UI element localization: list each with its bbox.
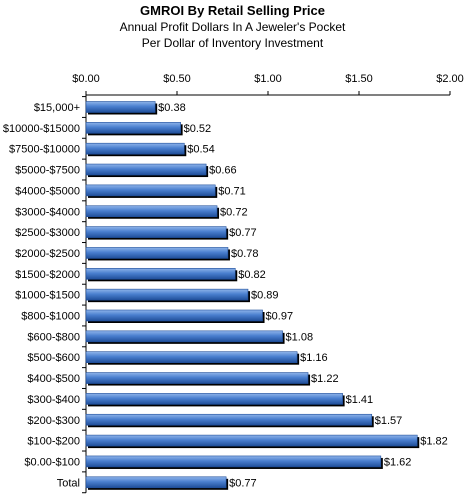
data-label: $1.22 (311, 373, 339, 385)
category-label: $1000-$1500 (15, 290, 80, 302)
bar (85, 393, 343, 405)
category-label: $7500-$10000 (9, 144, 80, 156)
bar (85, 267, 236, 280)
category-label: Total (57, 477, 80, 489)
category-label: $3000-$4000 (15, 206, 80, 218)
bar (85, 247, 229, 259)
data-label: $1.16 (300, 352, 328, 364)
data-label: $1.41 (346, 394, 374, 406)
chart-title-block: GMROI By Retail Selling Price Annual Pro… (0, 2, 465, 51)
bar-series (85, 101, 420, 490)
data-label: $0.97 (266, 311, 294, 323)
data-label: $0.77 (229, 227, 257, 239)
x-axis: $0.00 $0.50 $1.00 $1.50 $2.00 (72, 73, 464, 96)
category-label: $200-$300 (27, 415, 80, 427)
bar (85, 205, 218, 218)
chart-subtitle-line-1: Annual Profit Dollars In A Jeweler's Poc… (119, 20, 346, 34)
category-label: $0.00-$100 (24, 456, 80, 468)
data-label: $1.08 (286, 331, 314, 343)
category-label: $800-$1000 (21, 311, 80, 323)
x-tick-label: $1.00 (254, 73, 282, 85)
data-label: $0.71 (218, 185, 246, 197)
data-label: $0.82 (238, 269, 266, 281)
category-label: $15,000+ (34, 102, 80, 114)
bar (85, 351, 298, 364)
bar (85, 413, 373, 426)
data-label: $0.52 (184, 123, 212, 135)
bar (85, 309, 263, 322)
data-label: $0.66 (209, 165, 237, 177)
bar (85, 163, 207, 176)
x-tick-label: $0.50 (163, 73, 191, 85)
category-label: $5000-$7500 (15, 165, 80, 177)
bar (85, 226, 227, 238)
bar (85, 372, 309, 384)
category-label: $10000-$15000 (3, 123, 80, 135)
bar (85, 288, 249, 301)
data-label: $0.54 (187, 144, 215, 156)
chart-subtitle-line-2: Per Dollar of Inventory Investment (141, 36, 324, 50)
data-label: $0.78 (231, 248, 259, 260)
data-labels: $0.38 $0.52 $0.54 $0.66 $0.71 $0.72 $0.77 $0.78… (158, 102, 448, 489)
category-label: $100-$200 (27, 436, 80, 448)
chart-title: GMROI By Retail Selling Price (140, 3, 325, 18)
bar (85, 455, 382, 468)
data-label: $1.82 (420, 436, 448, 448)
category-label: $2500-$3000 (15, 227, 80, 239)
x-tick-label: $0.00 (72, 73, 100, 85)
category-label: $2000-$2500 (15, 248, 80, 260)
data-label: $1.57 (375, 415, 403, 427)
bar (85, 122, 181, 134)
category-label: $4000-$5000 (15, 185, 80, 197)
category-label: $1500-$2000 (15, 269, 80, 281)
bar (85, 330, 283, 343)
bar (85, 184, 216, 197)
x-tick-label: $2.00 (436, 73, 464, 85)
x-tick-label: $1.50 (345, 73, 373, 85)
data-label: $0.72 (220, 206, 248, 218)
category-label: $400-$500 (27, 373, 80, 385)
bar (85, 476, 227, 489)
category-label: $300-$400 (27, 394, 80, 406)
category-axis: $15,000+ $10000-$15000 $7500-$10000 $5000-$… (3, 95, 87, 494)
category-label: $500-$600 (27, 352, 80, 364)
bar (85, 142, 185, 155)
data-label: $0.38 (158, 102, 186, 114)
bar (85, 434, 418, 447)
data-label: $0.89 (251, 290, 279, 302)
category-label: $600-$800 (27, 331, 80, 343)
data-label: $0.77 (229, 477, 257, 489)
bar (85, 101, 156, 113)
data-label: $1.62 (384, 456, 412, 468)
